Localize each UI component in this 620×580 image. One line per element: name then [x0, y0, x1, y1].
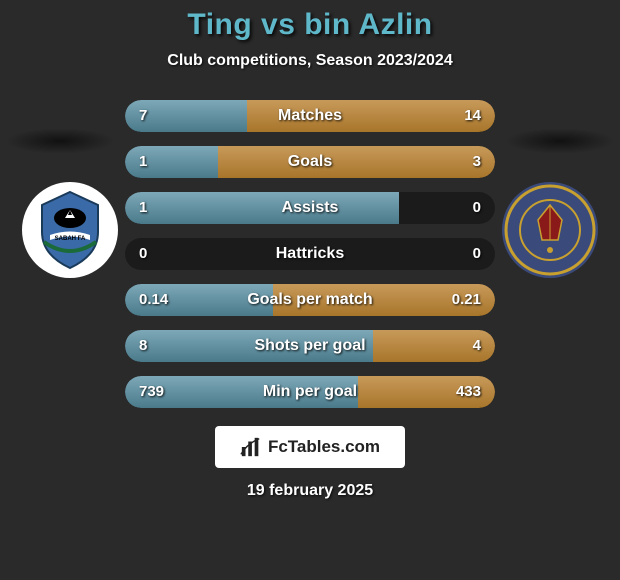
footer-date: 19 february 2025	[0, 482, 620, 500]
stat-row: 739433Min per goal	[125, 376, 495, 408]
stat-row: 13Goals	[125, 146, 495, 178]
crest-icon	[500, 180, 600, 280]
stat-label: Min per goal	[125, 376, 495, 408]
site-name: FcTables.com	[268, 437, 380, 457]
stat-row: 0.140.21Goals per match	[125, 284, 495, 316]
site-logo: FcTables.com	[215, 426, 405, 468]
comparison-infographic: Ting vs bin Azlin Club competitions, Sea…	[0, 0, 620, 580]
page-title: Ting vs bin Azlin	[0, 8, 620, 42]
stat-label: Goals per match	[125, 284, 495, 316]
right-player-shadow	[505, 128, 615, 154]
stat-label: Goals	[125, 146, 495, 178]
stat-label: Hattricks	[125, 238, 495, 270]
stat-row: 00Hattricks	[125, 238, 495, 270]
stat-row: 10Assists	[125, 192, 495, 224]
stats-list: 714Matches 13Goals 10Assists 00Hattricks 0.1…	[125, 100, 495, 408]
stat-label: Shots per goal	[125, 330, 495, 362]
stat-row: 714Matches	[125, 100, 495, 132]
left-club-badge: SABAH FA	[20, 180, 120, 280]
left-player-shadow	[5, 128, 115, 154]
right-club-badge	[500, 180, 600, 280]
svg-text:SABAH FA: SABAH FA	[55, 236, 86, 242]
stat-row: 84Shots per goal	[125, 330, 495, 362]
page-subtitle: Club competitions, Season 2023/2024	[0, 52, 620, 70]
bar-chart-icon	[240, 436, 262, 458]
shield-icon: SABAH FA	[20, 180, 120, 280]
stat-label: Assists	[125, 192, 495, 224]
stat-label: Matches	[125, 100, 495, 132]
